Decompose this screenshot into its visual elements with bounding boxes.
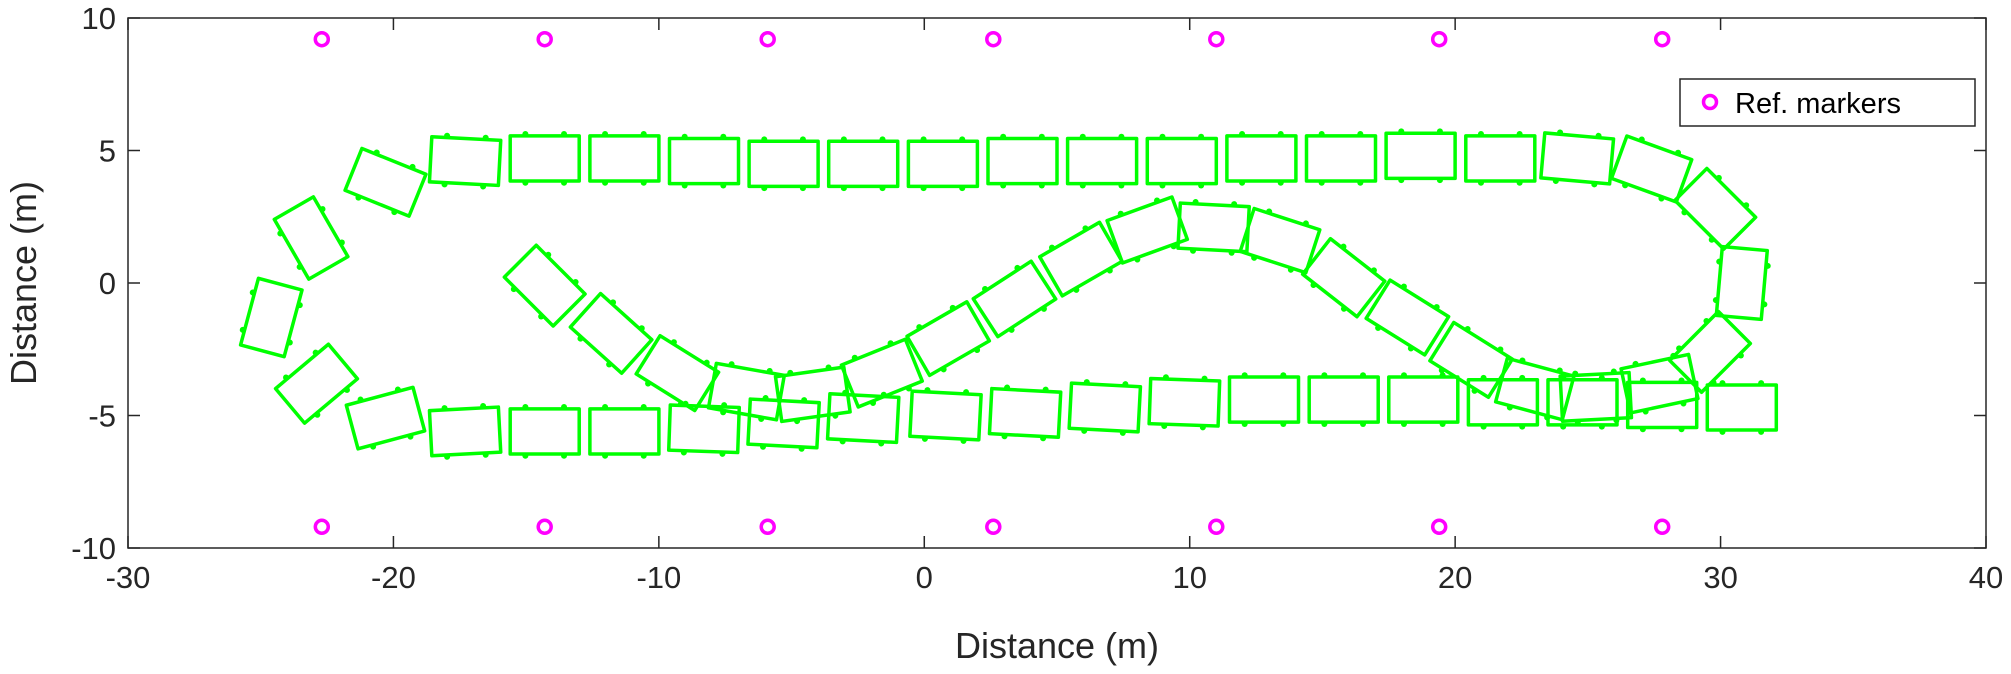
vehicle-pose <box>427 132 503 190</box>
vehicle-pose <box>1225 131 1298 186</box>
x-tick-label: 0 <box>916 560 933 595</box>
vehicle-pose <box>1147 374 1222 431</box>
vehicle-pose <box>272 195 350 281</box>
vehicle-pose <box>588 131 661 186</box>
legend-marker-ref-markers <box>1701 93 1719 111</box>
plot-marks <box>238 30 1779 536</box>
vehicle-pose <box>826 136 900 192</box>
y-axis-label: Distance (m) <box>3 181 44 385</box>
vehicle-pose <box>666 400 742 457</box>
vehicle-pose <box>1384 128 1457 184</box>
legend: Ref. markers <box>1679 78 1976 127</box>
vehicle-pose <box>986 133 1059 189</box>
vehicle-pose <box>825 389 901 447</box>
vehicle-pose <box>667 133 741 189</box>
ref-marker <box>759 30 776 48</box>
vehicle-pose <box>906 136 980 192</box>
y-tick-label: 5 <box>99 134 116 169</box>
vehicle-pose <box>1300 236 1387 319</box>
ref-marker <box>985 30 1002 48</box>
vehicle-pose <box>1712 244 1771 322</box>
vehicle-pose <box>1705 380 1779 435</box>
ref-marker <box>1430 518 1448 536</box>
vehicle-pose <box>1037 220 1124 298</box>
x-tick-label: -30 <box>106 560 151 595</box>
vehicle-pose <box>987 384 1063 442</box>
ref-marker <box>1653 30 1671 48</box>
vehicle-pose <box>1067 379 1143 436</box>
x-tick-label: 20 <box>1438 560 1472 595</box>
y-tick-label: -10 <box>71 531 116 566</box>
vehicle-pose <box>1673 166 1758 251</box>
ref-marker <box>1208 518 1225 536</box>
ref-marker <box>536 518 553 536</box>
vehicle-pose <box>839 337 924 409</box>
x-tick-label: 10 <box>1172 560 1206 595</box>
vehicle-pose <box>344 385 427 451</box>
vehicle-pose <box>908 387 983 444</box>
vehicle-pose <box>1625 377 1699 433</box>
y-tick-label: 10 <box>82 1 116 36</box>
axis-ticks: -30 -20 -10 0 10 20 30 40 10 5 0 -5 -10 <box>71 1 2003 595</box>
vehicle-pose <box>273 342 360 425</box>
ref-marker <box>1430 30 1448 48</box>
x-tick-label: 30 <box>1703 560 1737 595</box>
vehicle-pose <box>1546 374 1619 430</box>
vehicle-pose <box>508 131 581 186</box>
vehicle-pose <box>1238 206 1322 275</box>
vehicle-pose <box>1558 368 1634 426</box>
vehicle-pose <box>746 395 821 452</box>
ref-marker <box>313 518 331 536</box>
ref-marker <box>985 518 1002 536</box>
vehicle-pose <box>1145 133 1219 189</box>
y-tick-label: 0 <box>99 266 116 301</box>
vehicle-pose <box>1387 372 1460 427</box>
legend-box <box>1679 78 1976 127</box>
vehicle-pose <box>568 291 654 376</box>
ref-marker <box>536 30 553 48</box>
x-tick-label: -20 <box>371 560 416 595</box>
vehicle-pose <box>971 259 1058 339</box>
x-tick-label: 40 <box>1969 560 2003 595</box>
vehicle-pose <box>747 136 820 192</box>
x-axis-label: Distance (m) <box>955 625 1159 666</box>
vehicle-pose <box>1609 134 1694 204</box>
vehicle-pose <box>1466 374 1540 430</box>
plot-background <box>128 18 1986 548</box>
vehicle-pose <box>1364 278 1451 357</box>
legend-label-ref-markers: Ref. markers <box>1735 88 1901 120</box>
vehicle-pose <box>427 403 503 460</box>
vehicle-pose <box>588 404 661 459</box>
ref-marker <box>759 518 776 536</box>
vehicle-pose <box>706 361 787 422</box>
vehicle-pose <box>1307 372 1380 427</box>
y-tick-label: -5 <box>88 399 116 434</box>
ref-marker <box>313 30 331 48</box>
vehicle-pose <box>905 300 992 378</box>
vehicle-pose <box>502 243 587 328</box>
vehicle-pose <box>1304 131 1378 186</box>
ref-marker <box>1653 518 1671 536</box>
vehicle-pose <box>1227 372 1301 427</box>
vehicle-pose <box>1539 129 1616 188</box>
vehicle-pose <box>508 404 581 459</box>
vehicle-pose <box>634 333 721 413</box>
vehicle-pose <box>1065 133 1139 189</box>
vehicle-pose <box>1464 131 1537 186</box>
vehicle-pose <box>238 276 304 359</box>
x-tick-label: -10 <box>636 560 681 595</box>
vehicle-pose <box>343 146 428 218</box>
ref-marker <box>1208 30 1225 48</box>
